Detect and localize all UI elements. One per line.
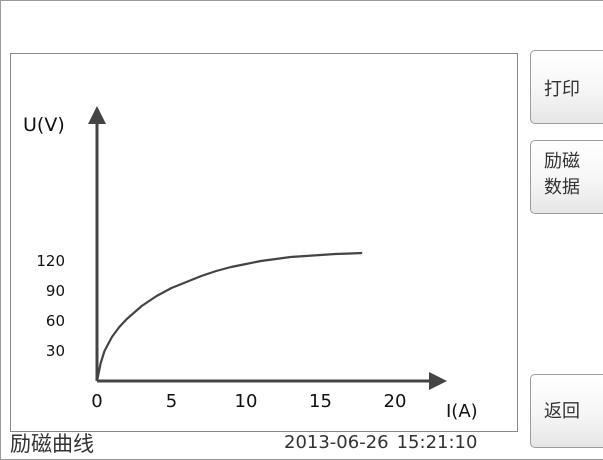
x-tick-label: 20 [384,391,407,412]
y-tick-label: 90 [46,282,65,300]
chart-svg: U(V) I(A) 0 5 10 15 20 30 60 90 120 [23,106,478,422]
print-button-label: 打印 [544,79,580,100]
time-text: 15:21:10 [396,432,478,453]
x-axis-arrow [429,372,447,390]
excitation-data-label-line1: 励磁 [544,151,580,172]
page-title: 励磁曲线 [10,432,94,456]
x-tick-label: 5 [166,391,177,412]
back-button-label: 返回 [544,401,580,422]
date-text: 2013-06-26 [284,432,389,453]
x-tick-label: 10 [235,391,258,412]
x-axis-label: I(A) [446,401,478,422]
y-tick-label: 60 [46,312,65,330]
excitation-data-button[interactable]: 励磁 数据 [530,140,603,214]
print-button[interactable]: 打印 [530,50,603,124]
excitation-curve-line [95,251,363,382]
x-tick-label: 15 [309,391,332,412]
y-tick-label: 30 [46,342,65,360]
y-tick-label: 120 [36,252,65,270]
excitation-data-label-line2: 数据 [544,177,580,198]
y-axis-arrow [88,106,106,124]
y-axis-label: U(V) [23,114,65,136]
excitation-curve-chart: U(V) I(A) 0 5 10 15 20 30 60 90 120 [10,53,518,432]
datetime-display: 2013-06-26 15:21:10 [284,432,477,453]
x-tick-label: 0 [91,391,102,412]
back-button[interactable]: 返回 [530,374,603,448]
